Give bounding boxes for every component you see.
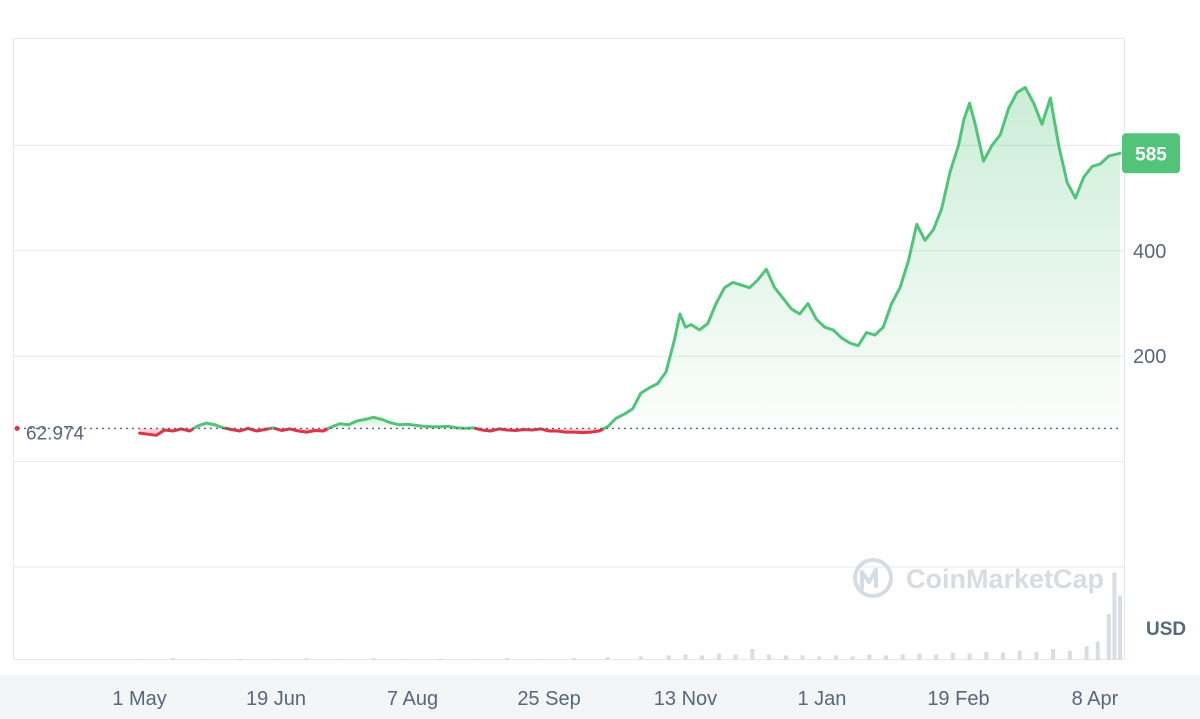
volume-bar bbox=[666, 655, 671, 660]
x-tick-label: 7 Aug bbox=[387, 688, 438, 710]
volume-bar bbox=[967, 653, 972, 660]
volume-bar bbox=[1106, 614, 1111, 660]
volume-bar bbox=[304, 658, 309, 660]
volume-bar bbox=[800, 655, 805, 660]
volume-bar bbox=[137, 659, 142, 660]
line-segment-down bbox=[246, 426, 272, 433]
area-segment-up bbox=[604, 87, 1120, 429]
volume-bar bbox=[471, 659, 476, 660]
y-tick-label: 400 bbox=[1133, 241, 1166, 263]
reference-value-label: 62.974 bbox=[26, 423, 85, 444]
volume-bar bbox=[833, 655, 838, 660]
volume-bar bbox=[750, 648, 755, 660]
volume-bar bbox=[505, 658, 510, 660]
volume-bar bbox=[237, 658, 242, 660]
volume-bar bbox=[1112, 572, 1117, 660]
volume-bar bbox=[170, 658, 175, 660]
volume-bar bbox=[1118, 595, 1122, 660]
volume-bar bbox=[767, 654, 772, 660]
volume-bar bbox=[783, 655, 788, 660]
volume-bar bbox=[605, 657, 610, 660]
volume-bar bbox=[934, 654, 939, 660]
y-axis: 200 400 bbox=[1133, 241, 1166, 368]
currency-label: USD bbox=[1146, 619, 1186, 640]
volume-bar bbox=[850, 656, 855, 660]
volume-bar bbox=[716, 653, 721, 660]
price-area bbox=[139, 87, 1120, 436]
volume-bar bbox=[1067, 650, 1072, 660]
current-price-value: 585 bbox=[1135, 144, 1167, 165]
volume-bar bbox=[700, 655, 705, 660]
volume-bar bbox=[438, 658, 443, 660]
volume-bar bbox=[733, 654, 738, 660]
volume-bar bbox=[884, 655, 889, 660]
volume-bar bbox=[1051, 648, 1056, 660]
coinmarketcap-logo-icon bbox=[853, 558, 893, 598]
volume-bar bbox=[867, 654, 872, 660]
volume-bars bbox=[137, 572, 1122, 660]
x-tick-label: 8 Apr bbox=[1072, 688, 1119, 710]
volume-bar bbox=[572, 658, 577, 660]
x-tick-label: 1 May bbox=[112, 688, 166, 710]
x-axis: 1 May 19 Jun 7 Aug 25 Sep 13 Nov 1 Jan 19 Feb 8… bbox=[112, 688, 1118, 710]
volume-bar bbox=[1001, 652, 1006, 660]
reference-dot bbox=[14, 425, 20, 431]
x-tick-label: 13 Nov bbox=[654, 688, 717, 710]
volume-bar bbox=[917, 653, 922, 660]
volume-bar bbox=[204, 659, 209, 660]
volume-bar bbox=[1095, 641, 1100, 660]
volume-bar bbox=[683, 654, 688, 660]
line-segment-down bbox=[138, 426, 196, 437]
volume-bar bbox=[271, 659, 276, 660]
volume-bar bbox=[900, 654, 905, 660]
volume-bar bbox=[538, 659, 543, 660]
watermark-text: CoinMarketCap bbox=[906, 564, 1104, 594]
volume-bar bbox=[638, 656, 643, 660]
x-axis-bar bbox=[0, 675, 1200, 719]
volume-bar bbox=[984, 651, 989, 660]
x-tick-label: 25 Sep bbox=[517, 688, 580, 710]
x-tick-label: 19 Jun bbox=[246, 688, 306, 710]
current-price-badge: 585 bbox=[1122, 133, 1180, 174]
volume-bar bbox=[404, 659, 409, 660]
line-segment-up bbox=[602, 85, 1122, 430]
volume-bar bbox=[1017, 650, 1022, 660]
volume-bar bbox=[1034, 651, 1039, 660]
x-tick-label: 19 Feb bbox=[927, 688, 989, 710]
volume-bar bbox=[1084, 646, 1089, 660]
volume-bar bbox=[338, 659, 343, 660]
coinmarketcap-watermark: CoinMarketCap bbox=[853, 558, 1104, 598]
x-tick-label: 1 Jan bbox=[798, 688, 847, 710]
volume-bar bbox=[371, 658, 376, 660]
volume-bar bbox=[817, 656, 822, 660]
volume-bar bbox=[950, 652, 955, 660]
line-segment-up bbox=[327, 415, 478, 430]
y-tick-label: 200 bbox=[1133, 346, 1166, 368]
line-segment-down bbox=[273, 426, 331, 434]
